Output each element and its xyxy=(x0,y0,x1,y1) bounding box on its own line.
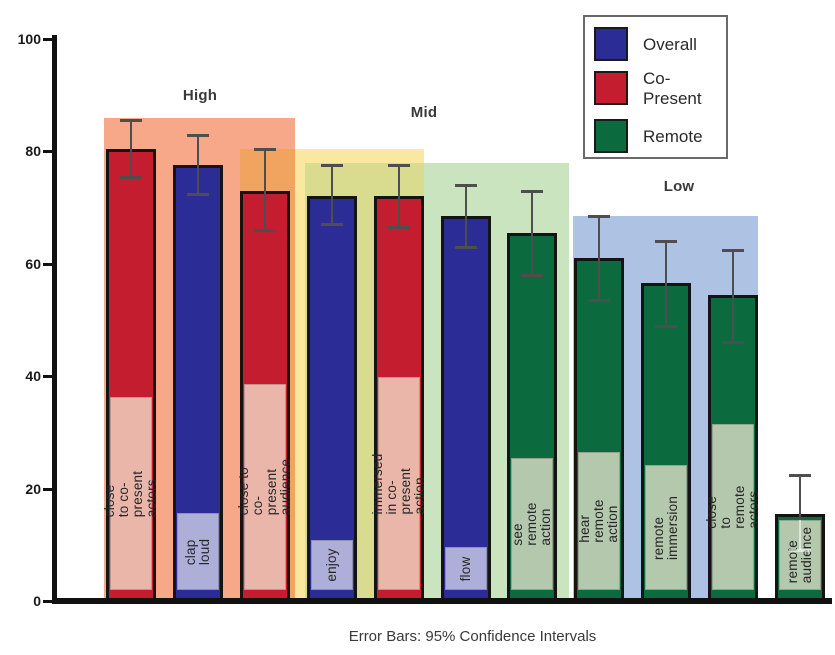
bar-label-box: close to co-present audience xyxy=(236,384,293,590)
bar-label: enjoy xyxy=(324,548,339,582)
error-bar-line xyxy=(530,191,534,275)
error-bar-cap xyxy=(521,274,543,277)
error-bar-ghost-cap xyxy=(789,549,811,552)
legend-label: Overall xyxy=(643,35,697,54)
y-axis-tick xyxy=(43,375,52,378)
error-bar-ghost-line xyxy=(798,520,802,550)
legend-swatch-remote xyxy=(594,119,628,153)
error-bar-line xyxy=(731,250,735,342)
y-axis-line xyxy=(52,35,57,604)
legend: Overall Co-Present Remote xyxy=(583,15,728,159)
bar-label-box: close to co-present actors xyxy=(102,397,159,590)
error-bar-cap xyxy=(722,341,744,344)
bar-label-box: see remote action xyxy=(510,458,553,590)
bar-label-box: clap loud xyxy=(177,513,219,590)
error-bar-cap xyxy=(455,246,477,249)
band-label-high: High xyxy=(182,87,218,104)
error-bar-cap xyxy=(120,119,142,122)
bar-label-box: close to remote actors xyxy=(704,424,761,590)
y-axis-tick xyxy=(43,600,52,603)
error-bar-cap xyxy=(120,176,142,179)
y-tick-label: 100 xyxy=(17,31,41,47)
error-bar-cap xyxy=(187,134,209,137)
error-bar-line xyxy=(798,475,802,550)
bar-label-box: hear remote action xyxy=(577,452,620,590)
y-tick-label: 20 xyxy=(25,481,41,497)
error-bar-cap xyxy=(187,193,209,196)
legend-label: Remote xyxy=(643,127,703,146)
caption: Error Bars: 95% Confidence Intervals xyxy=(348,628,597,645)
error-bar-cap xyxy=(321,223,343,226)
bar-label-box: flow xyxy=(445,547,487,590)
bar-flow xyxy=(441,216,491,601)
y-axis-tick xyxy=(43,38,52,41)
y-tick-label: 0 xyxy=(33,593,41,609)
error-bar-cap xyxy=(388,164,410,167)
error-bar-line xyxy=(397,165,401,227)
y-axis-tick xyxy=(43,263,52,266)
bar-label: flow xyxy=(458,556,473,581)
error-bar-line xyxy=(464,185,468,247)
legend-item-co-present: Co-Present xyxy=(585,69,726,108)
legend-swatch-co-present xyxy=(594,71,628,105)
legend-label: Co-Present xyxy=(643,69,702,108)
legend-item-remote: Remote xyxy=(585,119,726,155)
bar-label: close to remote actors xyxy=(704,485,761,529)
bar-label-box: immersed in co-present action xyxy=(370,377,427,590)
error-bar-cap xyxy=(655,240,677,243)
error-bar-cap xyxy=(521,190,543,193)
bar-label-box: remote immersion xyxy=(645,465,687,590)
bar-label: remote immersion xyxy=(651,495,680,560)
x-axis-line xyxy=(52,598,832,604)
bar-label: immersed in co-present action xyxy=(370,453,427,514)
error-bar-cap xyxy=(455,184,477,187)
error-bar-cap xyxy=(789,474,811,477)
error-bar-line xyxy=(129,120,133,177)
y-axis-tick xyxy=(43,150,52,153)
error-bar-cap xyxy=(588,299,610,302)
bar-label: close to co-present audience xyxy=(236,458,293,516)
error-bar-line xyxy=(664,241,668,326)
error-bar-cap xyxy=(388,226,410,229)
error-bar-line xyxy=(196,135,200,194)
error-bar-line xyxy=(330,165,334,224)
bar-label: close to co-present actors xyxy=(102,470,159,517)
error-bar-line xyxy=(263,149,267,230)
legend-swatch-overall xyxy=(594,27,628,61)
y-tick-label: 60 xyxy=(25,256,41,272)
error-bar-cap xyxy=(588,215,610,218)
bar-label: clap loud xyxy=(183,538,212,565)
band-label-mid: Mid xyxy=(410,104,438,121)
error-bar-cap xyxy=(254,148,276,151)
error-bar-line xyxy=(597,216,601,300)
band-label-low: Low xyxy=(663,178,695,195)
bar-label: hear remote action xyxy=(577,499,620,543)
error-bar-cap xyxy=(722,249,744,252)
error-bar-cap xyxy=(321,164,343,167)
error-bar-cap xyxy=(254,229,276,232)
y-tick-label: 40 xyxy=(25,368,41,384)
y-tick-label: 80 xyxy=(25,143,41,159)
legend-item-overall: Overall xyxy=(585,27,726,63)
bar-enjoy xyxy=(307,196,357,601)
y-axis-tick xyxy=(43,488,52,491)
bar-label-box: enjoy xyxy=(311,540,353,590)
error-bar-cap xyxy=(655,325,677,328)
bar-label: see remote action xyxy=(510,502,553,546)
